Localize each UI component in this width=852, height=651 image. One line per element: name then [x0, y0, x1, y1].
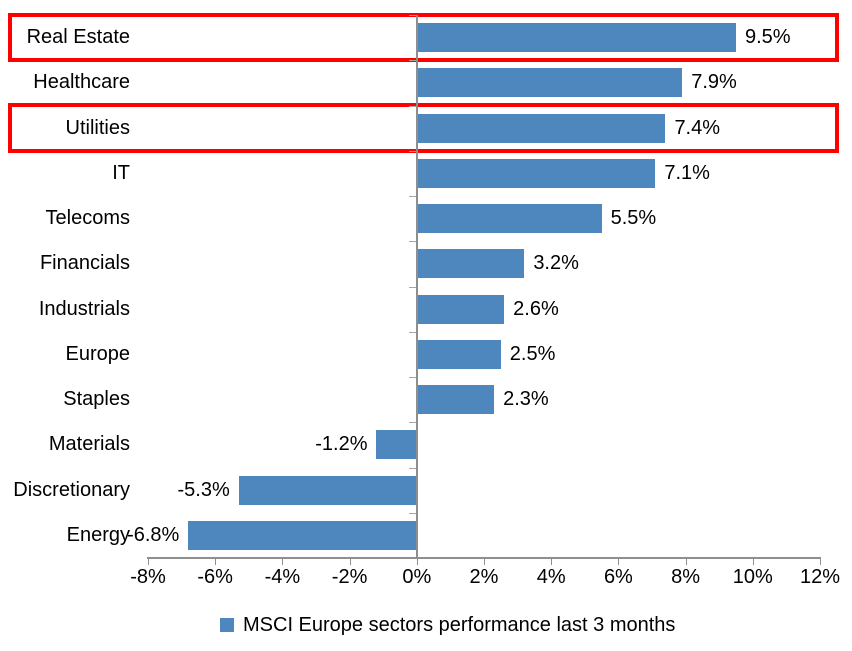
x-axis-tick — [820, 558, 821, 565]
bar — [416, 68, 683, 98]
x-axis-tick-label: 8% — [671, 566, 701, 588]
y-axis-tick — [408, 422, 416, 424]
legend-label: MSCI Europe sectors performance last 3 m… — [243, 613, 676, 636]
y-axis-tick — [408, 467, 416, 469]
data-label: 7.1% — [664, 161, 710, 184]
x-axis-tick — [416, 558, 418, 565]
y-axis-tick — [408, 286, 416, 288]
bar — [416, 249, 525, 279]
data-label: 2.6% — [513, 297, 559, 320]
y-axis-tick — [408, 196, 416, 197]
x-axis-tick-label: 12% — [799, 566, 841, 588]
data-label: 5.5% — [610, 207, 657, 229]
category-label: Real Estate — [26, 26, 130, 48]
category-label: Healthcare — [33, 71, 130, 94]
x-axis-tick-label: -6% — [197, 566, 233, 588]
y-axis-tick — [408, 241, 416, 243]
data-label: 7.9% — [691, 71, 737, 94]
bar — [416, 385, 495, 414]
x-axis-tick-label: 10% — [732, 566, 773, 588]
category-label: Industrials — [38, 297, 130, 320]
x-axis-tick-label: -8% — [130, 566, 166, 588]
y-axis-tick — [408, 15, 416, 16]
category-label: Europe — [65, 342, 131, 365]
category-label: Utilities — [65, 116, 130, 139]
bar — [416, 339, 501, 369]
bar — [416, 23, 736, 52]
y-axis-tick — [408, 105, 416, 107]
category-label: Staples — [63, 388, 130, 410]
y-axis-tick — [408, 512, 416, 514]
x-axis-tick — [148, 558, 149, 565]
highlight-box — [8, 103, 839, 153]
category-label: Financials — [39, 252, 130, 275]
x-axis-tick — [484, 558, 485, 565]
x-axis-tick — [685, 558, 687, 565]
data-label: 2.3% — [503, 388, 549, 410]
x-axis-tick-label: -2% — [331, 566, 368, 588]
bar — [416, 158, 656, 188]
highlight-box — [8, 12, 839, 63]
x-axis-tick-label: 2% — [469, 566, 499, 588]
x-axis-tick-label: 4% — [536, 566, 566, 588]
data-label: -1.2% — [315, 433, 368, 456]
legend: MSCI Europe sectors performance last 3 m… — [220, 612, 675, 638]
data-label: 2.5% — [509, 342, 556, 365]
x-axis-tick — [282, 558, 284, 565]
bar — [416, 294, 505, 324]
legend-marker-icon — [220, 618, 234, 632]
bar — [188, 520, 417, 550]
category-label: IT — [112, 161, 130, 184]
data-label: -6.8% — [127, 523, 180, 546]
data-label: 9.5% — [745, 26, 791, 48]
category-label: Materials — [48, 433, 130, 456]
x-axis-tick — [618, 558, 620, 565]
x-axis-tick — [215, 558, 217, 565]
data-label: 7.4% — [674, 116, 721, 139]
category-label: Energy — [66, 523, 130, 546]
category-label: Discretionary — [13, 478, 130, 501]
y-axis-tick — [408, 331, 416, 333]
y-axis-tick — [408, 377, 416, 378]
x-axis-tick — [349, 558, 351, 565]
x-axis-tick-label: 6% — [603, 566, 633, 588]
data-label: -5.3% — [177, 478, 230, 501]
x-axis-tick — [551, 558, 553, 565]
bar — [416, 204, 602, 233]
bar — [238, 475, 417, 505]
category-label: Telecoms — [45, 207, 130, 229]
x-axis-tick-label: -4% — [264, 566, 301, 588]
data-label: 3.2% — [533, 252, 579, 275]
y-axis-tick — [408, 150, 416, 152]
bar — [376, 430, 417, 460]
x-axis-tick-label: 0% — [402, 566, 432, 588]
bar — [416, 113, 666, 143]
x-axis-tick — [752, 558, 754, 565]
y-axis-tick — [408, 60, 416, 62]
y-axis-line — [415, 15, 418, 558]
